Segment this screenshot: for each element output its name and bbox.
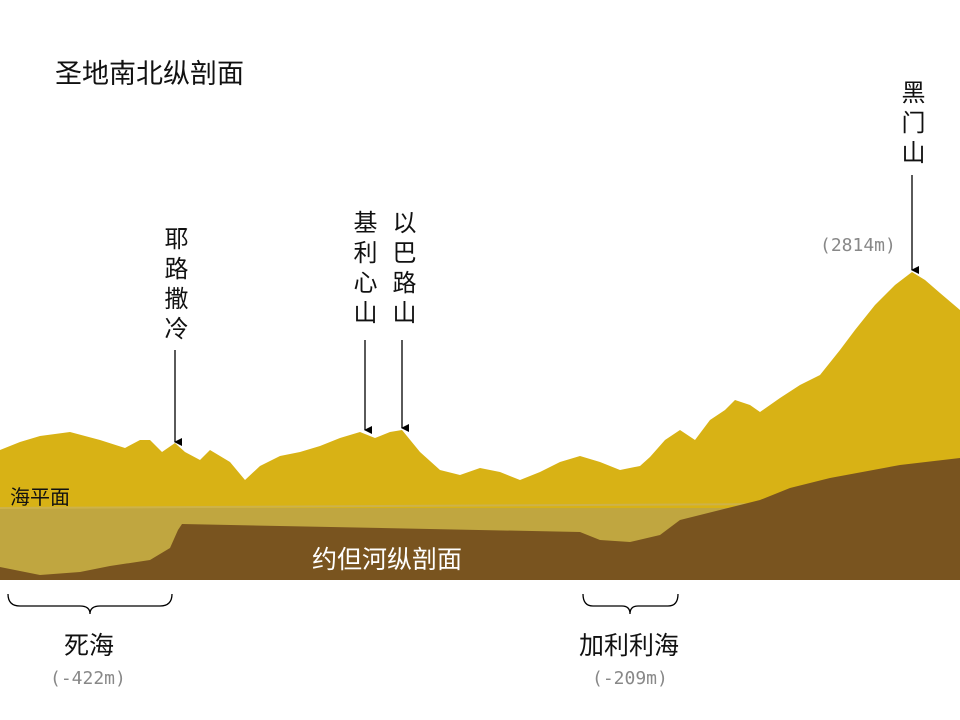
galilee-elevation: (-209m): [592, 668, 668, 689]
jerusalem-label: 耶路撒冷: [160, 226, 188, 346]
hermon-elevation: (2814m): [820, 235, 896, 256]
jordan-section-label: 约但河纵剖面: [312, 545, 463, 574]
hermon-label: 黑门山: [897, 80, 925, 170]
sea-level-line: [0, 503, 781, 509]
dead-sea-elevation: (-422m): [50, 668, 126, 689]
ebal-label: 以巴路山: [388, 210, 416, 330]
mountain-profile: [0, 272, 960, 580]
galilee-brace: [582, 593, 679, 615]
sea-level-label: 海平面: [10, 485, 70, 509]
jordan-valley-floor: [0, 458, 960, 580]
dead-sea-brace: [7, 593, 173, 615]
galilee-label: 加利利海: [579, 631, 680, 660]
gerizim-label: 基利心山: [349, 210, 377, 330]
dead-sea-label: 死海: [64, 631, 115, 660]
page-title: 圣地南北纵剖面: [55, 59, 244, 90]
